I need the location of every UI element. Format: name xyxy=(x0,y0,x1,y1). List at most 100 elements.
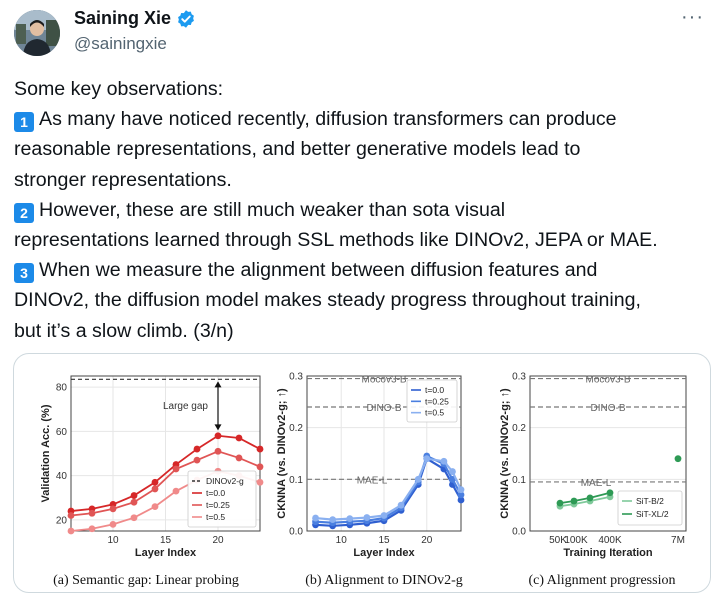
data-point xyxy=(457,491,465,499)
reference-label: MAE-L xyxy=(581,478,612,489)
x-tick-label: 15 xyxy=(378,535,390,546)
gap-arrow-up-icon xyxy=(214,381,222,388)
data-point xyxy=(674,455,682,463)
keycap-3-icon: 3 xyxy=(14,263,34,284)
x-tick-label: 15 xyxy=(160,535,172,546)
plot-frame xyxy=(529,375,687,532)
y-tick-label: 80 xyxy=(56,383,68,394)
y-tick-label: 20 xyxy=(56,515,68,526)
y-axis-label: CKNNA (vs. DINOv2-g; ↑) xyxy=(276,388,288,519)
tweet-line: DINOv2, the diffusion model makes steady… xyxy=(14,289,641,312)
figure-panels: 20 40 60 80 10 15 20 Layer Index Validation Acc.… xyxy=(40,372,687,588)
x-tick-label: 400K xyxy=(598,535,622,546)
y-tick-label: 0.3 xyxy=(289,372,303,383)
author-handle[interactable]: @sainingxie xyxy=(74,34,167,53)
tweet-line-text: When we measure the alignment between di… xyxy=(39,259,598,282)
tweet-line: reasonable representations, and better g… xyxy=(14,138,581,161)
reference-label: Mocov3-B xyxy=(361,375,406,386)
data-point xyxy=(440,457,448,465)
y-tick-label: 0.1 xyxy=(512,475,526,486)
tweet-line: Some key observations: xyxy=(14,78,224,100)
display-name[interactable]: Saining Xie xyxy=(74,8,172,28)
legend-entry: DINOv2-g xyxy=(206,476,244,486)
data-point xyxy=(423,455,431,463)
data-point xyxy=(256,478,264,486)
y-tick-label: 0.2 xyxy=(289,423,303,434)
legend-entry: t=0.0 xyxy=(425,385,444,395)
data-point xyxy=(256,463,264,471)
data-point xyxy=(109,505,117,513)
data-point xyxy=(88,509,96,517)
x-axis-label: Training Iteration xyxy=(563,547,653,559)
x-axis-label: Layer Index xyxy=(135,547,197,559)
data-point xyxy=(414,475,422,483)
chart-panel-2: 0.0 0.1 0.2 0.3 10 15 20 Layer Index CKNNA (vs. … xyxy=(276,372,465,588)
data-point xyxy=(235,454,243,462)
data-point xyxy=(363,514,371,521)
x-tick-label: 20 xyxy=(212,535,224,546)
x-tick-label: 7M xyxy=(671,535,685,546)
data-point xyxy=(556,499,564,507)
chart-caption: (b) Alignment to DINOv2-g xyxy=(305,573,462,588)
x-axis-label: Layer Index xyxy=(353,547,415,559)
data-point xyxy=(346,515,354,522)
data-point xyxy=(151,485,159,493)
tweet-line: 1 As many have noticed recently, diffusio… xyxy=(14,104,714,134)
series-line xyxy=(559,496,611,508)
legend-entry: t=0.25 xyxy=(206,500,230,510)
data-point xyxy=(151,503,159,511)
annotation-label: Large gap xyxy=(163,401,208,412)
tweet-media-image[interactable]: 20 40 60 80 10 15 20 Layer Index Validation Acc.… xyxy=(13,353,711,593)
data-point xyxy=(449,468,456,475)
data-point xyxy=(88,525,96,533)
tweet-line: but it’s a slow climb. (3/n) xyxy=(14,319,234,342)
legend-entry: t=0.0 xyxy=(206,488,225,498)
data-point xyxy=(151,478,159,486)
y-tick-label: 60 xyxy=(56,427,68,438)
plot-frame xyxy=(306,375,462,532)
avatar[interactable] xyxy=(14,10,60,56)
data-point xyxy=(67,527,75,535)
tweet-line: stronger representations. xyxy=(14,168,232,191)
data-point xyxy=(193,456,201,464)
data-point xyxy=(214,432,222,440)
tweet-line-text: As many have noticed recently, diffusion… xyxy=(39,108,617,131)
data-point xyxy=(570,497,578,505)
data-point xyxy=(214,447,222,455)
y-tick-label: 0.0 xyxy=(512,527,526,538)
data-point xyxy=(130,514,138,522)
legend-entry: SiT-B/2 xyxy=(636,496,664,506)
y-tick-label: 40 xyxy=(56,471,68,482)
data-point xyxy=(109,520,117,528)
data-point xyxy=(130,498,138,506)
series-line xyxy=(70,450,261,517)
data-point xyxy=(130,492,138,499)
reference-label: DINO-B xyxy=(367,403,402,414)
data-point xyxy=(67,512,75,519)
keycap-1-icon: 1 xyxy=(14,112,34,133)
verified-badge-icon xyxy=(178,9,194,28)
data-point xyxy=(380,512,388,519)
data-point xyxy=(457,486,465,494)
tweet-line: 2 However, these are still much weaker th… xyxy=(14,195,714,225)
tweet-line: 3 When we measure the alignment between d… xyxy=(14,255,714,285)
data-point xyxy=(193,445,201,453)
data-point xyxy=(606,489,614,497)
reference-label: Mocov3-B xyxy=(585,375,630,386)
series-line xyxy=(70,434,261,512)
legend-box xyxy=(187,470,257,528)
data-point xyxy=(235,434,243,442)
tweet-text: Some key observations: 1 As many have not… xyxy=(14,74,714,346)
gap-arrow-down-icon xyxy=(214,424,222,431)
y-tick-label: 0.2 xyxy=(512,423,526,434)
keycap-2-icon: 2 xyxy=(14,202,34,223)
x-tick-label: 20 xyxy=(421,535,433,546)
reference-label: DINO-B xyxy=(591,403,626,414)
x-tick-label: 10 xyxy=(107,535,119,546)
avatar-photo xyxy=(14,10,60,56)
data-point xyxy=(256,445,264,453)
y-axis-label: CKNNA (vs. DINOv2-g; ↑) xyxy=(499,388,511,519)
data-point xyxy=(172,465,180,473)
more-options-icon[interactable]: ··· xyxy=(681,6,704,28)
